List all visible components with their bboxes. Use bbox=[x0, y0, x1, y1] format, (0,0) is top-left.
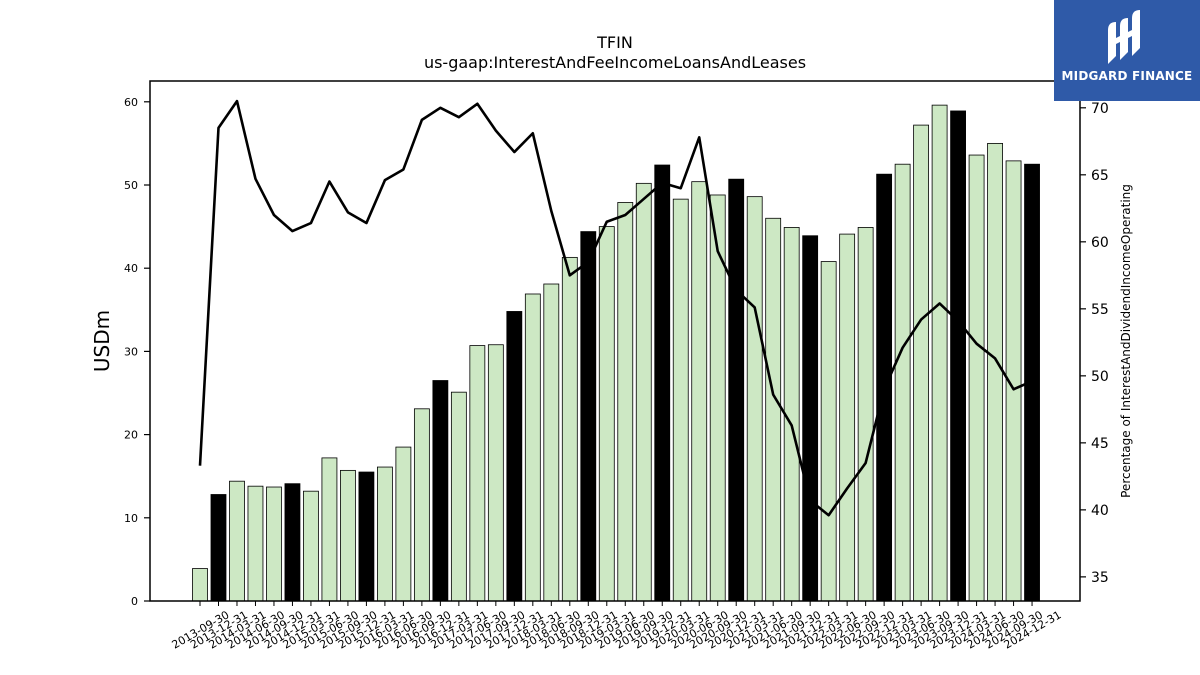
bar-2020-09-30 bbox=[709, 194, 726, 602]
y2-tick-label: 40 bbox=[1091, 503, 1109, 519]
bar-2016-12-31 bbox=[432, 380, 449, 602]
y2-tick-label: 55 bbox=[1091, 302, 1109, 318]
bar-2024-03-31 bbox=[968, 154, 985, 602]
y-tick-label: 0 bbox=[131, 595, 138, 608]
bar-2022-03-31 bbox=[820, 261, 837, 602]
brand-logo: MIDGARD FINANCE bbox=[1054, 0, 1200, 101]
y-tick-label: 50 bbox=[124, 179, 138, 192]
bar-2017-09-30 bbox=[487, 344, 504, 602]
bar-2015-09-30 bbox=[340, 469, 356, 602]
bar-2017-12-31 bbox=[506, 311, 523, 602]
y2-tick-label: 50 bbox=[1091, 369, 1109, 385]
bar-2024-06-30 bbox=[987, 142, 1003, 602]
bar-2019-09-30 bbox=[635, 182, 652, 602]
bar-2020-03-31 bbox=[672, 198, 689, 602]
bar-2023-09-30 bbox=[931, 104, 948, 602]
bar-2022-09-30 bbox=[857, 227, 874, 602]
y2-axis-label: Percentage of InterestAndDividendIncomeO… bbox=[1119, 184, 1133, 498]
chart-subtitle: us-gaap:InterestAndFeeIncomeLoansAndLeas… bbox=[424, 53, 806, 72]
midgard-m-icon bbox=[1108, 10, 1140, 64]
bar-2020-06-30 bbox=[691, 181, 708, 602]
brand-name: MIDGARD FINANCE bbox=[1061, 69, 1193, 83]
y-tick-label: 20 bbox=[124, 429, 138, 442]
y-tick-label: 60 bbox=[124, 96, 138, 109]
bar-2013-12-31 bbox=[210, 494, 227, 602]
bar-2023-12-31 bbox=[950, 110, 966, 602]
y2-tick-label: 35 bbox=[1091, 570, 1109, 586]
percentage-line bbox=[198, 99, 1033, 517]
bar-2021-06-30 bbox=[765, 217, 782, 602]
bar-2017-03-31 bbox=[450, 391, 467, 602]
bar-2019-03-31 bbox=[598, 226, 615, 602]
bar-2016-03-31 bbox=[376, 466, 393, 602]
bar-2021-03-31 bbox=[746, 196, 763, 602]
bar-2021-12-31 bbox=[802, 235, 819, 602]
bar-2018-03-31 bbox=[524, 293, 541, 602]
bar-2015-03-31 bbox=[303, 490, 319, 602]
bar-2022-06-30 bbox=[839, 233, 856, 602]
bar-2016-09-30 bbox=[413, 408, 430, 602]
y2-tick-label: 45 bbox=[1091, 436, 1109, 452]
y2-tick-label: 70 bbox=[1091, 101, 1109, 117]
chart-title: TFIN bbox=[596, 33, 633, 52]
bar-2014-06-30 bbox=[247, 485, 264, 602]
bar-2018-12-31 bbox=[580, 231, 597, 602]
bar-2017-06-30 bbox=[469, 345, 486, 602]
bar-2016-06-30 bbox=[395, 446, 412, 602]
bar-2015-12-31 bbox=[358, 471, 375, 602]
bar-2019-12-31 bbox=[654, 164, 671, 602]
bar-2014-03-31 bbox=[229, 480, 245, 602]
bar-2023-03-31 bbox=[894, 163, 911, 602]
bar-2018-09-30 bbox=[561, 256, 578, 602]
bar-2020-12-31 bbox=[728, 178, 745, 602]
y-tick-label: 30 bbox=[124, 345, 138, 358]
y-axis-label: USDm bbox=[90, 310, 114, 372]
plot-frame bbox=[149, 80, 1081, 602]
bar-2015-06-30 bbox=[321, 457, 338, 602]
y-tick-label: 40 bbox=[124, 262, 138, 275]
bar-2013-09-30 bbox=[192, 568, 208, 602]
bar-2014-12-31 bbox=[284, 483, 301, 602]
y2-tick-label: 65 bbox=[1091, 168, 1109, 184]
bar-2018-06-30 bbox=[543, 283, 560, 602]
bar-2019-06-30 bbox=[617, 202, 634, 602]
y-tick-label: 10 bbox=[124, 512, 138, 525]
y2-tick-label: 60 bbox=[1091, 235, 1109, 251]
bar-2014-09-30 bbox=[266, 486, 282, 602]
bar-2023-06-30 bbox=[913, 124, 930, 602]
